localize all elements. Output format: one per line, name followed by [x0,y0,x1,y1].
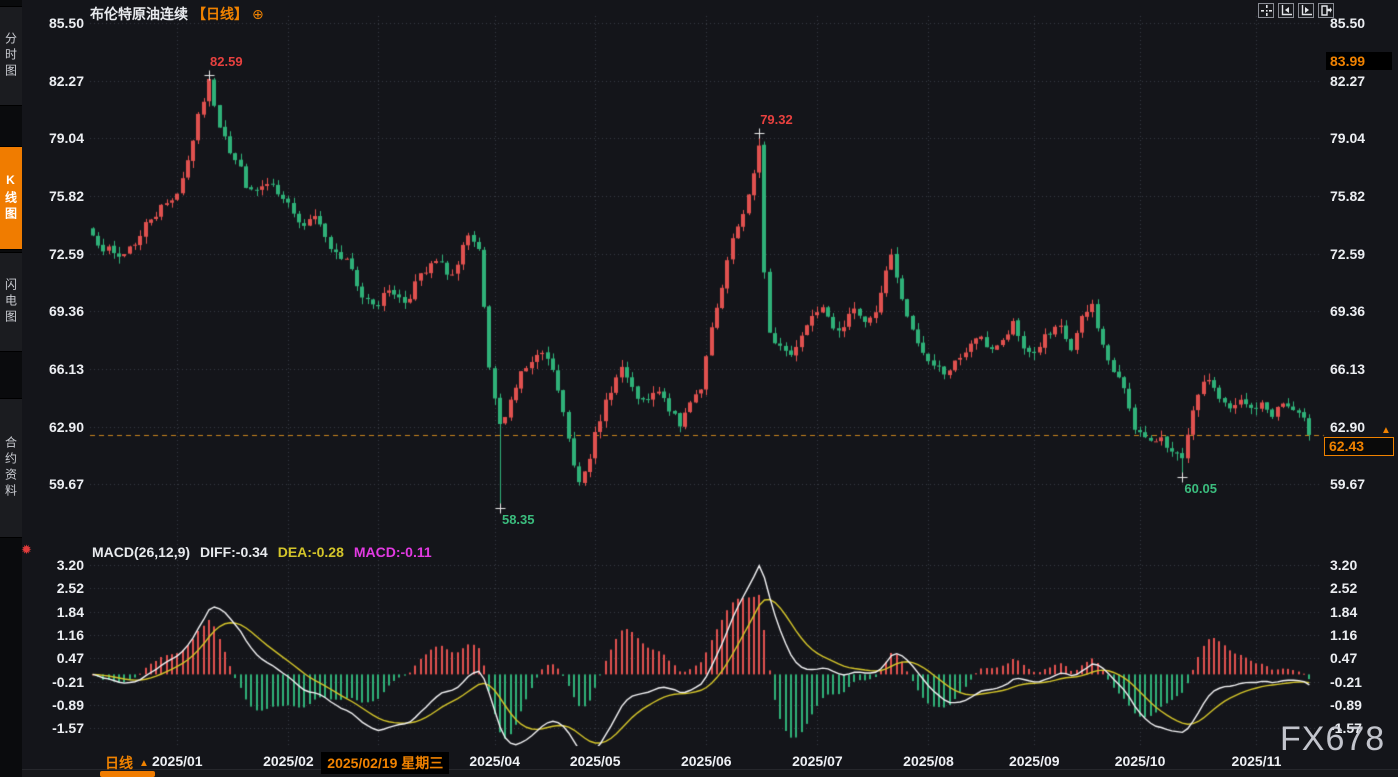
price-axis-label-right: 75.82 [1330,187,1366,204]
price-axis-label-left: 62.90 [48,418,84,435]
x-axis-label: 2025/07 [792,753,843,769]
price-axis-label-left: 72.59 [48,245,84,262]
chart-title-row: 布伦特原油连续 【日线】 ⊕ [90,4,264,24]
price-axis-label-left: 59.67 [48,476,84,493]
macd-axis-label-left: 0.47 [56,650,84,667]
x-axis-label: 2025/09 [1008,753,1060,769]
macd-axis-label-right: 3.20 [1330,557,1358,574]
macd-axis-label-right: -1.57 [1330,719,1362,736]
x-axis-label: 2025/08 [903,753,954,769]
price-axis-label-left: 66.13 [48,360,84,377]
macd-axis-label-left: 1.84 [56,603,84,620]
macd-axis-label-right: 1.84 [1330,603,1358,620]
x-axis-label: 2025/06 [680,753,732,769]
x-axis-label: 2025/10 [1114,753,1166,769]
indicator-settings-icon[interactable]: ✹ [21,542,32,557]
tab-time-chart[interactable]: 分时图 [0,6,22,106]
symbol-title: 布伦特原油连续 [90,6,188,22]
macd-axis-label-right: 2.52 [1330,580,1358,597]
price-axis-label-left: 75.82 [48,187,84,204]
price-axis-label-right: 59.67 [1330,476,1366,493]
period-selector-label: 日线 [105,755,133,771]
macd-hist-value: MACD:-0.11 [353,544,432,560]
price-annotation: 82.59 [210,53,243,69]
crosshair-date-label: 2025/02/19 星期三 [321,752,450,774]
tab-contract-info[interactable]: 合约资料 [0,398,22,538]
macd-axis-label-left: 3.20 [56,557,84,574]
price-annotation: 79.32 [760,112,793,128]
left-sidebar: 分时图 K线图 闪电图合约资料 [0,0,22,777]
chevron-up-icon: ▲ [139,757,149,769]
macd-axis-label-right: 0.47 [1330,650,1358,667]
price-annotation: 58.35 [501,511,535,527]
macd-axis-label-left: 2.52 [56,580,84,597]
price-axis-label-left: 69.36 [48,303,84,320]
price-axis-label-left: 79.04 [48,130,84,147]
price-axis-label-right: 69.36 [1330,303,1366,320]
last-price-tag: 62.43 [1324,436,1394,456]
pan-right-icon[interactable] [1318,3,1334,18]
upper-price-tag: 83.99 [1326,51,1392,70]
chart-toolbar [1258,3,1334,18]
macd-indicator-header: MACD(26,12,9) DIFF:-0.34 DEA:-0.28 MACD:… [92,544,432,560]
macd-axis-label-left: -0.89 [52,696,84,713]
crosshair-tool-icon[interactable] [1258,3,1274,18]
x-axis-label: 2025/04 [469,753,520,769]
price-axis-label-right: 66.13 [1330,360,1366,377]
x-axis-label: 2025/02 [263,753,314,769]
macd-axis-label-left: -0.21 [52,673,84,690]
tab-flash-chart[interactable]: 闪电图 [0,252,22,352]
price-axis-label-right: 82.27 [1330,72,1366,89]
price-axis-label-left: 85.50 [48,15,84,31]
period-selector[interactable]: 日线 ▲ [105,753,149,773]
macd-axis-label-right: 1.16 [1330,626,1358,643]
macd-diff-value: DIFF:-0.34 [200,544,268,560]
chart-scrollbar[interactable] [22,769,1398,777]
macd-axis-label-right: -0.21 [1330,673,1362,690]
scrollbar-thumb[interactable] [100,771,155,777]
price-annotation: 60.05 [1184,481,1217,497]
chart-settings-icon[interactable]: ⊕ [252,6,264,22]
tab-kline-chart[interactable]: K线图 [0,146,22,250]
price-axis-label-right: 85.50 [1330,15,1366,31]
price-axis-label-right: 62.90 [1330,418,1366,435]
macd-params-label: MACD(26,12,9) [92,544,191,560]
macd-axis-label-left: -1.57 [52,719,84,736]
macd-axis-label-right: -0.89 [1330,696,1362,713]
zoom-in-axis-icon[interactable] [1278,3,1294,18]
price-axis-label-right: 79.04 [1330,130,1366,147]
price-axis-label-right: 72.59 [1330,245,1366,262]
period-tag: 【日线】 [192,6,248,22]
x-axis-label: 2025/11 [1231,753,1282,769]
price-up-arrow-icon: ▲ [1381,424,1391,436]
x-axis-label: 2025/01 [151,753,203,769]
macd-axis-label-left: 1.16 [56,626,84,643]
price-axis-label-left: 82.27 [48,72,84,89]
macd-dea-value: DEA:-0.28 [277,544,344,560]
watermark: FX678 [1280,720,1386,758]
x-axis-label: 2025/05 [569,753,621,769]
zoom-out-axis-icon[interactable] [1298,3,1314,18]
